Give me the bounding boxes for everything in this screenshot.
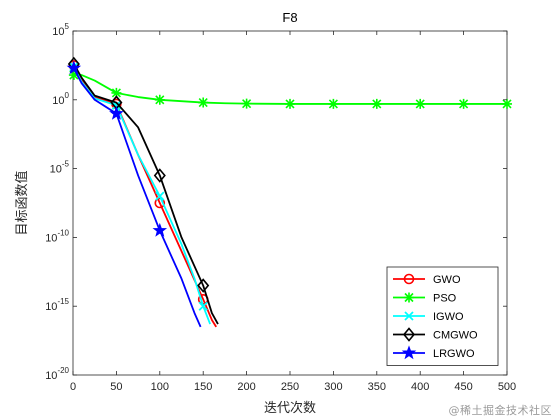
legend-item: GWO <box>393 273 461 286</box>
data-point <box>152 222 168 237</box>
legend: GWO PSO IGWO CMGWO LRGWO <box>386 266 499 366</box>
data-point <box>198 97 209 108</box>
legend-item: PSO <box>393 292 457 305</box>
legend-label: CMGWO <box>433 330 478 342</box>
y-tick-base: 10 <box>45 301 57 313</box>
x-tick-label: 300 <box>324 381 342 393</box>
x-tick-label: 200 <box>237 381 255 393</box>
y-tick-base: 10 <box>45 370 57 382</box>
data-point <box>402 327 416 342</box>
series-lrgwo <box>66 60 202 328</box>
y-tick-label: 100 <box>52 91 69 107</box>
y-tick-label: 10-15 <box>45 297 69 313</box>
watermark: @稀土掘金技术社区 <box>448 404 552 417</box>
x-tick-label: 350 <box>368 381 386 393</box>
data-point <box>153 168 166 183</box>
data-point <box>111 87 122 98</box>
x-tick-label: 100 <box>151 381 169 393</box>
y-tick-base: 10 <box>50 164 62 176</box>
data-point <box>403 273 415 285</box>
x-tick-label: 400 <box>411 381 429 393</box>
x-tick-label: 500 <box>498 381 516 393</box>
legend-label: IGWO <box>433 311 464 323</box>
y-tick-base: 10 <box>52 26 64 38</box>
y-axis-label: 目标函数值 <box>14 170 30 235</box>
x-tick-label: 450 <box>454 381 472 393</box>
data-point <box>66 60 82 75</box>
y-tick-label: 105 <box>52 22 69 38</box>
x-tick-label: 150 <box>194 381 212 393</box>
y-tick-exponent: 0 <box>65 91 70 100</box>
legend-item: IGWO <box>393 311 464 323</box>
data-point <box>404 311 414 321</box>
y-tick-label: 10-10 <box>45 228 69 244</box>
series-pso <box>68 70 512 109</box>
x-tick-label: 50 <box>110 381 122 393</box>
data-point <box>415 98 426 109</box>
data-point <box>109 105 124 120</box>
data-point <box>404 292 414 303</box>
series-layer <box>66 56 512 328</box>
y-tick-exponent: -15 <box>57 297 69 306</box>
data-point <box>155 191 165 201</box>
y-tick-exponent: 5 <box>65 22 70 31</box>
y-tick-base: 10 <box>52 95 64 107</box>
data-point <box>371 98 382 109</box>
series-line <box>73 74 507 105</box>
x-axis-ticks: 0 50 100 150 200 250 300 350 400 450 500 <box>70 31 516 393</box>
data-point <box>285 98 295 109</box>
x-tick-label: 250 <box>281 381 299 393</box>
data-point <box>68 70 79 81</box>
series-line <box>73 63 219 325</box>
chart-title: F8 <box>282 10 297 25</box>
data-point <box>197 278 210 293</box>
data-point <box>241 98 252 109</box>
data-point <box>328 98 339 109</box>
data-point <box>458 98 469 109</box>
data-point <box>198 301 208 311</box>
y-tick-exponent: -10 <box>57 228 69 237</box>
data-point <box>502 98 512 109</box>
y-tick-exponent: -5 <box>62 160 70 169</box>
data-point <box>154 94 165 105</box>
legend-item: LRGWO <box>393 345 475 360</box>
y-tick-base: 10 <box>45 232 57 244</box>
y-tick-label: 10-5 <box>50 160 70 176</box>
legend-label: PSO <box>433 293 457 305</box>
y-tick-label: 10-20 <box>45 366 69 382</box>
data-point <box>401 345 417 360</box>
legend-label: GWO <box>433 274 461 286</box>
series-line <box>73 67 202 328</box>
x-tick-label: 0 <box>70 381 76 393</box>
legend-label: LRGWO <box>433 348 475 360</box>
data-point <box>154 197 166 209</box>
y-tick-exponent: -20 <box>57 366 69 375</box>
legend-item: CMGWO <box>393 327 478 342</box>
x-axis-label: 迭代次数 <box>264 400 316 416</box>
